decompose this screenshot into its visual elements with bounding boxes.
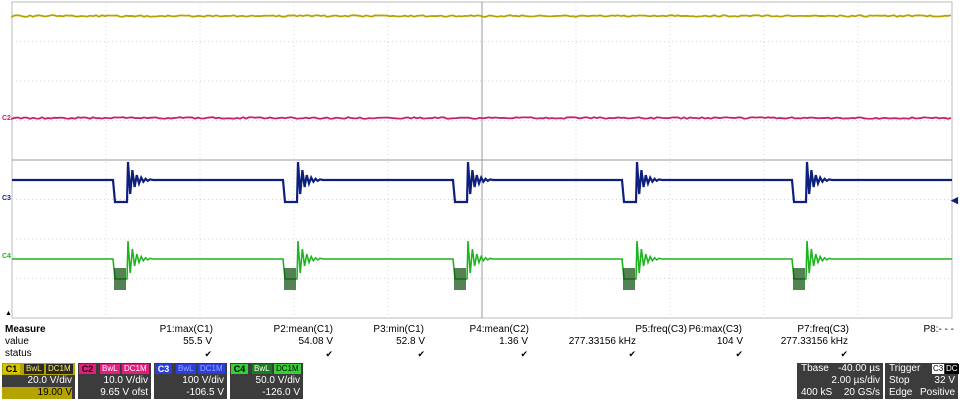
channel-offset: -126.0 V <box>262 387 300 399</box>
c3-offset-marker[interactable]: C3 <box>2 195 11 202</box>
trigger-mode: Stop <box>889 375 910 387</box>
waveform-grid <box>0 0 960 322</box>
channel-tag: C2 <box>79 364 96 374</box>
param-value: 55.5 V <box>72 336 212 348</box>
ground-reference-arrow: ▲ <box>5 310 12 317</box>
c4-ringing-burst <box>793 268 805 290</box>
status-row-label: status <box>5 348 32 360</box>
bandwidth-limit-flag: BwL <box>176 364 196 374</box>
param-name[interactable]: P1:max(C1) <box>73 324 213 336</box>
volts-per-div: 20.0 V/div <box>28 375 72 387</box>
waveform-display[interactable]: C2 C3 C4 ◀ ▲ <box>0 0 960 322</box>
bandwidth-limit-flag: BwL <box>252 364 272 374</box>
trigger-label: Trigger <box>889 363 920 375</box>
channel-c3-descriptor[interactable]: C3 BwL DC1M 100 V/div -106.5 V <box>154 363 227 399</box>
measure-table: Measure P1:max(C1) P2:mean(C1) P3:min(C1… <box>0 324 960 362</box>
timebase-descriptor[interactable]: Tbase -40.00 µs 2.00 µs/div 400 kS 20 GS… <box>797 363 883 399</box>
bandwidth-limit-flag: BwL <box>100 364 120 374</box>
channel-offset: 19.00 V <box>2 387 72 399</box>
trigger-coupling: DC <box>945 364 959 374</box>
param-value: 277.33156 kHz <box>708 336 848 348</box>
status-check-icon: ✔ <box>708 348 848 360</box>
time-per-div: 2.00 µs/div <box>831 375 880 387</box>
channel-c4-descriptor[interactable]: C4 BwL DC1M 50.0 V/div -126.0 V <box>230 363 303 399</box>
coupling-flag: DC1M <box>274 364 301 374</box>
timebase-delay: -40.00 µs <box>838 363 880 375</box>
channel-tag: C4 <box>231 364 248 374</box>
channel-c2-descriptor[interactable]: C2 BwL DC1M 10.0 V/div 9.65 V ofst <box>78 363 151 399</box>
channel-offset: -106.5 V <box>186 387 224 399</box>
coupling-flag: DC1M <box>46 364 73 374</box>
c4-ringing-burst <box>454 268 466 290</box>
coupling-flag: DC1M <box>198 364 225 374</box>
measure-title: Measure <box>5 324 46 336</box>
channel-offset: 9.65 V ofst <box>100 387 148 399</box>
c1-waveform <box>12 15 951 17</box>
sample-rate: 20 GS/s <box>844 387 880 399</box>
channel-tag: C1 <box>3 364 20 374</box>
volts-per-div: 10.0 V/div <box>104 375 148 387</box>
trigger-source: C3 <box>932 364 944 374</box>
volts-per-div: 100 V/div <box>182 375 224 387</box>
trigger-level: 32 V <box>934 375 955 387</box>
trigger-level-arrow[interactable]: ◀ <box>951 197 958 204</box>
sample-count: 400 kS <box>801 387 832 399</box>
channel-tag: C3 <box>155 364 172 374</box>
param-name[interactable]: P8:- - - <box>814 324 954 336</box>
channel-c1-descriptor[interactable]: C1 BwL DC1M 20.0 V/div 19.00 V <box>2 363 75 399</box>
c4-ringing-burst <box>114 268 126 290</box>
value-row-label: value <box>5 336 29 348</box>
trigger-type: Edge <box>889 387 912 399</box>
timebase-label: Tbase <box>801 363 829 375</box>
param-name[interactable]: P4:mean(C2) <box>389 324 529 336</box>
status-check-icon: ✔ <box>72 348 212 360</box>
c2-offset-marker[interactable]: C2 <box>2 115 11 122</box>
volts-per-div: 50.0 V/div <box>256 375 300 387</box>
trigger-slope: Positive <box>920 387 955 399</box>
trigger-descriptor[interactable]: Trigger C3 DC Stop 32 V Edge Positive <box>885 363 958 399</box>
c2-waveform <box>12 117 951 119</box>
coupling-flag: DC1M <box>122 364 149 374</box>
c4-ringing-burst <box>623 268 635 290</box>
bandwidth-limit-flag: BwL <box>24 364 44 374</box>
c4-offset-marker[interactable]: C4 <box>2 253 11 260</box>
c4-ringing-burst <box>284 268 296 290</box>
